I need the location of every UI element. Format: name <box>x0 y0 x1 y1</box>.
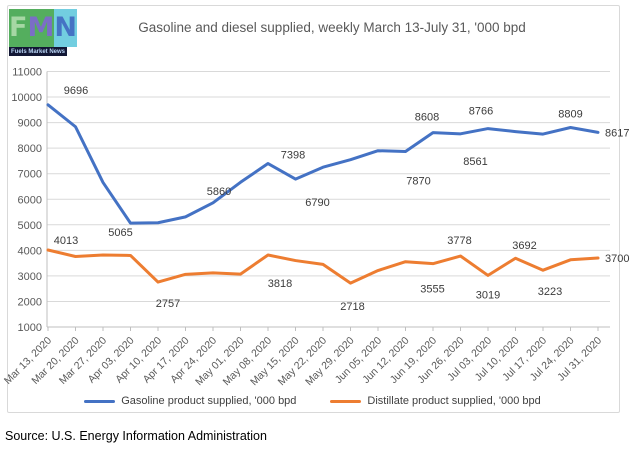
data-point-label: 4013 <box>54 235 78 247</box>
legend-item-gasoline: Gasoline product supplied, '000 bpd <box>84 395 296 407</box>
chart-frame <box>7 5 620 413</box>
legend-item-distillate: Distillate product supplied, '000 bpd <box>330 395 541 407</box>
gasoline-line-swatch-icon <box>84 399 116 403</box>
data-point-label: 2718 <box>340 301 364 313</box>
y-axis-tick-label: 11000 <box>12 67 42 79</box>
data-point-label: 8617 <box>605 127 629 139</box>
data-point-label: 6790 <box>305 197 329 209</box>
y-axis-tick-label: 10000 <box>11 92 42 104</box>
logo-letter-f: F <box>9 9 28 47</box>
source-attribution: Source: U.S. Energy Information Administ… <box>5 429 267 443</box>
chart-title: Gasoline and diesel supplied, weekly Mar… <box>138 20 526 35</box>
data-point-label: 5860 <box>207 186 231 198</box>
y-axis-tick-label: 1000 <box>18 322 42 334</box>
data-point-label: 3818 <box>268 278 292 290</box>
gasoline-series-line <box>46 103 600 225</box>
y-axis-tick-label: 5000 <box>18 220 42 232</box>
data-point-label: 5065 <box>108 227 132 239</box>
y-axis-tick-label: 9000 <box>18 118 42 130</box>
data-point-label: 8561 <box>463 156 487 168</box>
y-axis-tick-label: 8000 <box>18 143 42 155</box>
fuels-market-news-logo: F M N Fuels Market News <box>9 9 77 56</box>
data-point-label: 3223 <box>538 286 562 298</box>
chart-legend: Gasoline product supplied, '000 bpd Dist… <box>7 391 618 411</box>
data-point-label: 8809 <box>558 108 582 120</box>
y-axis-tick-label: 3000 <box>18 271 42 283</box>
distillate-series-line <box>46 248 600 285</box>
data-point-label: 3778 <box>447 235 471 247</box>
legend-label-gasoline: Gasoline product supplied, '000 bpd <box>121 395 297 407</box>
distillate-line-swatch-icon <box>330 399 362 403</box>
data-point-label: 8608 <box>415 112 439 124</box>
y-axis-tick-label: 2000 <box>18 296 42 308</box>
y-axis-tick-label: 6000 <box>18 194 42 206</box>
y-axis-tick-label: 7000 <box>18 169 42 181</box>
legend-label-distillate: Distillate product supplied, '000 bpd <box>367 395 541 407</box>
data-point-label: 3019 <box>476 289 500 301</box>
data-point-label: 7870 <box>406 175 430 187</box>
logo-letters: F M N <box>9 9 77 47</box>
logo-caption: Fuels Market News <box>9 47 67 56</box>
data-point-label: 9696 <box>64 85 88 97</box>
data-point-label: 3555 <box>420 284 444 296</box>
data-point-label: 8766 <box>469 106 493 118</box>
data-point-label: 3692 <box>512 240 536 252</box>
logo-letter-m: M <box>27 9 55 47</box>
data-point-label: 2757 <box>156 298 180 310</box>
data-point-label: 7398 <box>281 150 305 162</box>
y-axis-tick-label: 4000 <box>18 245 42 257</box>
data-point-label: 3700 <box>605 253 629 265</box>
logo-letter-n: N <box>54 9 77 47</box>
